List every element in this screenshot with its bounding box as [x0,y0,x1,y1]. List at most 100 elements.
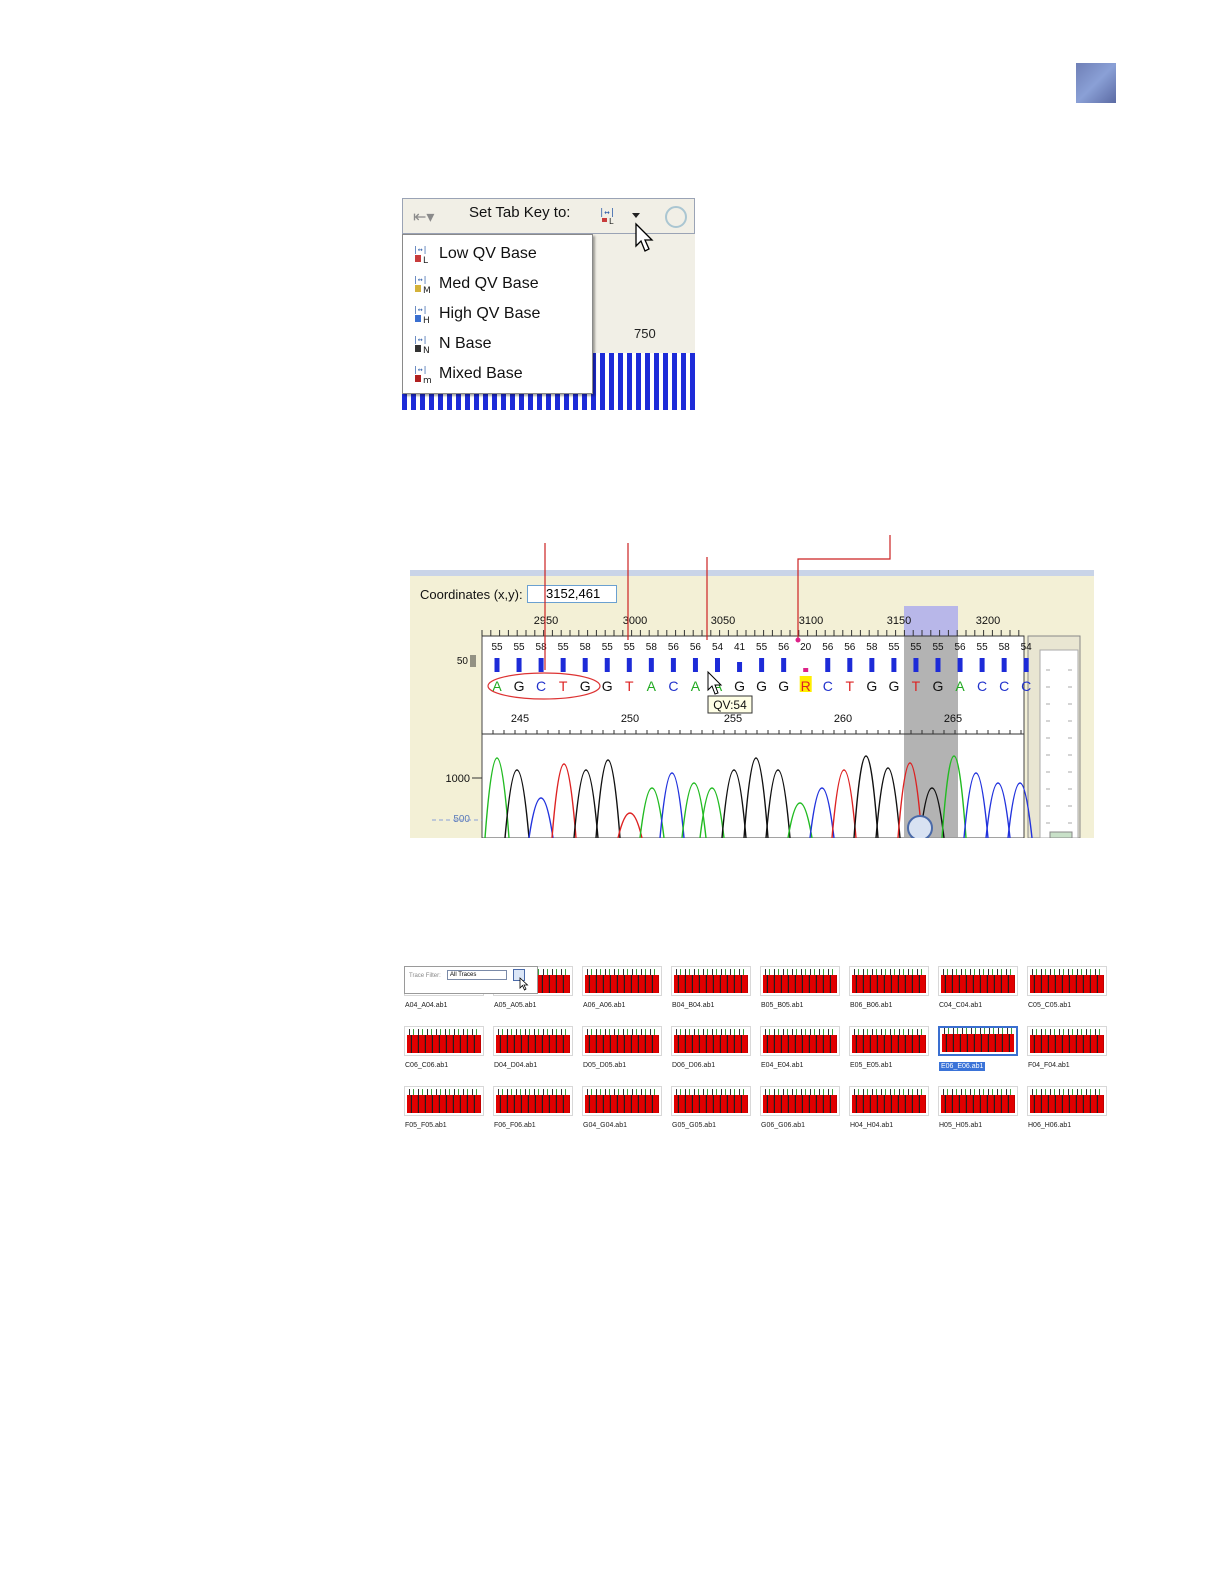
thumbnail-view-button[interactable] [513,969,525,981]
qv-value: 55 [491,642,503,653]
svg-text:N: N [423,346,430,356]
qv-bar [759,658,765,672]
trace-thumbnail-label: B04_B04.ab1 [672,1002,715,1009]
trace-thumbnail[interactable]: D04_D04.ab1 [493,1026,573,1069]
coordinates-field[interactable]: 3152,461 [527,585,617,603]
tab-key-dropdown-menu: |↔| L Low QV Base |↔| M Med QV Base |↔| H High Q… [402,234,593,394]
trace-thumbnail-plot [1027,966,1107,996]
trace-thumbnail[interactable]: B06_B06.ab1 [849,966,929,1009]
tab-key-option-mixed-base[interactable]: |↔| m Mixed Base [403,360,592,388]
trace-fill [674,1035,748,1053]
svg-text:m: m [423,376,432,386]
base-call: C [536,678,546,694]
mouse-pointer-icon [707,670,723,695]
trace-thumbnail[interactable]: A06_A06.ab1 [582,966,662,1009]
trace-thumbnail[interactable]: G04_G04.ab1 [582,1086,662,1129]
qv-bar [1001,658,1007,672]
trace-peak [573,769,599,838]
svg-text:|↔|: |↔| [413,335,427,344]
trace-peak [941,755,967,838]
trace-thumbnail[interactable]: C05_C05.ab1 [1027,966,1107,1009]
trace-fill [1030,975,1104,993]
qv-value: 55 [888,642,900,653]
tab-key-option-med-qv-base[interactable]: |↔| M Med QV Base [403,270,592,298]
trace-peak [743,757,769,838]
base-position-label: 265 [944,713,962,725]
trace-thumbnail[interactable]: C06_C06.ab1 [404,1026,484,1069]
trace-thumbnail[interactable]: D05_D05.ab1 [582,1026,662,1069]
trace-thumbnail[interactable]: G06_G06.ab1 [760,1086,840,1129]
trace-peak [595,759,621,838]
base-call: C [999,678,1009,694]
window-frame [410,570,1094,576]
coordinates-label: Coordinates (x,y): [420,587,523,602]
scan-tick-label: 3150 [887,615,911,627]
trace-fill [852,1095,926,1113]
tab-key-option-label: N Base [439,335,492,352]
trace-thumbnail[interactable]: H06_H06.ab1 [1027,1086,1107,1129]
trace-filter-select[interactable]: All Traces [447,970,507,980]
qv-bar [803,668,809,672]
trace-fill [585,1035,659,1053]
trace-fill [763,975,837,993]
qv-axis-label: 50 [457,656,469,667]
trace-peak [963,772,989,838]
trace-thumbnail[interactable]: C04_C04.ab1 [938,966,1018,1009]
trace-fill [942,1034,1014,1052]
callout-lines [544,535,891,575]
base-call: A [492,678,502,694]
base-call: G [866,678,877,694]
trace-thumbnail-label: G06_G06.ab1 [761,1122,805,1129]
trace-thumbnail-label: D05_D05.ab1 [583,1062,627,1069]
qv-value: 56 [778,642,790,653]
trace-thumbnail-plot [1027,1086,1107,1116]
qv-value: 56 [954,642,966,653]
trace-thumbnail-label: E04_E04.ab1 [761,1062,804,1069]
magnifier-icon [907,815,933,838]
zoom-slider-thumb [1049,831,1073,838]
tab-key-dropdown-arrow-icon[interactable] [632,213,640,218]
trace-thumbnail[interactable]: B04_B04.ab1 [671,966,751,1009]
trace-thumbnail[interactable]: D06_D06.ab1 [671,1026,751,1069]
qv-value: 56 [668,642,680,653]
svg-text:H: H [423,316,430,326]
tab-key-option-low-qv-base[interactable]: |↔| L Low QV Base [403,240,592,268]
tab-key-option-label: Med QV Base [439,275,539,292]
trace-thumbnail[interactable]: H04_H04.ab1 [849,1086,929,1129]
qv-value: 55 [932,642,944,653]
trace-thumbnail[interactable]: H05_H05.ab1 [938,1086,1018,1129]
tab-key-option-n-base[interactable]: |↔| N N Base [403,330,592,358]
tab-key-option-high-qv-base[interactable]: |↔| H High QV Base [403,300,592,328]
sequence-plot[interactable]: 2950 3000 3050 3100 3150 3200 55 55 58 55 58 55 55 58… [410,570,1094,838]
trace-thumbnail-label: E05_E05.ab1 [850,1062,893,1069]
trace-thumbnail-label: C06_C06.ab1 [405,1062,449,1069]
base-call: C [823,678,833,694]
trace-fill [496,1035,570,1053]
high-qv-icon: |↔| H [413,305,430,326]
tab-key-current-icon[interactable]: |↔| L [599,205,623,229]
trace-thumbnail[interactable]: E05_E05.ab1 [849,1026,929,1069]
trace-peak [787,802,813,838]
trace-thumbnail[interactable]: G05_G05.ab1 [671,1086,751,1129]
selection-column [904,636,958,838]
trace-thumbnail-label: G05_G05.ab1 [672,1122,716,1129]
qv-value: 58 [866,642,878,653]
trace-fill [941,975,1015,993]
trace-thumbnail-label: F06_F06.ab1 [494,1122,536,1129]
zoom-icon[interactable] [665,206,687,228]
trace-thumbnail[interactable]: E06_E06.ab1 [938,1026,1018,1071]
trace-thumbnail[interactable]: F04_F04.ab1 [1027,1026,1107,1069]
base-call: R [801,678,811,694]
trace-peak [809,787,835,838]
trace-thumbnail-plot [582,1086,662,1116]
trace-thumbnail[interactable]: F06_F06.ab1 [493,1086,573,1129]
navigate-icon[interactable]: ⇤▾ [413,209,435,226]
trace-thumbnail[interactable]: E04_E04.ab1 [760,1026,840,1069]
qv-bar [538,658,544,672]
trace-thumbnail[interactable]: B05_B05.ab1 [760,966,840,1009]
trace-thumbnail[interactable]: F05_F05.ab1 [404,1086,484,1129]
qv-value: 55 [910,642,922,653]
trace-thumbnail-label: A04_A04.ab1 [405,1002,448,1009]
trace-fill [585,975,659,993]
tab-key-label: Set Tab Key to: [469,204,571,221]
